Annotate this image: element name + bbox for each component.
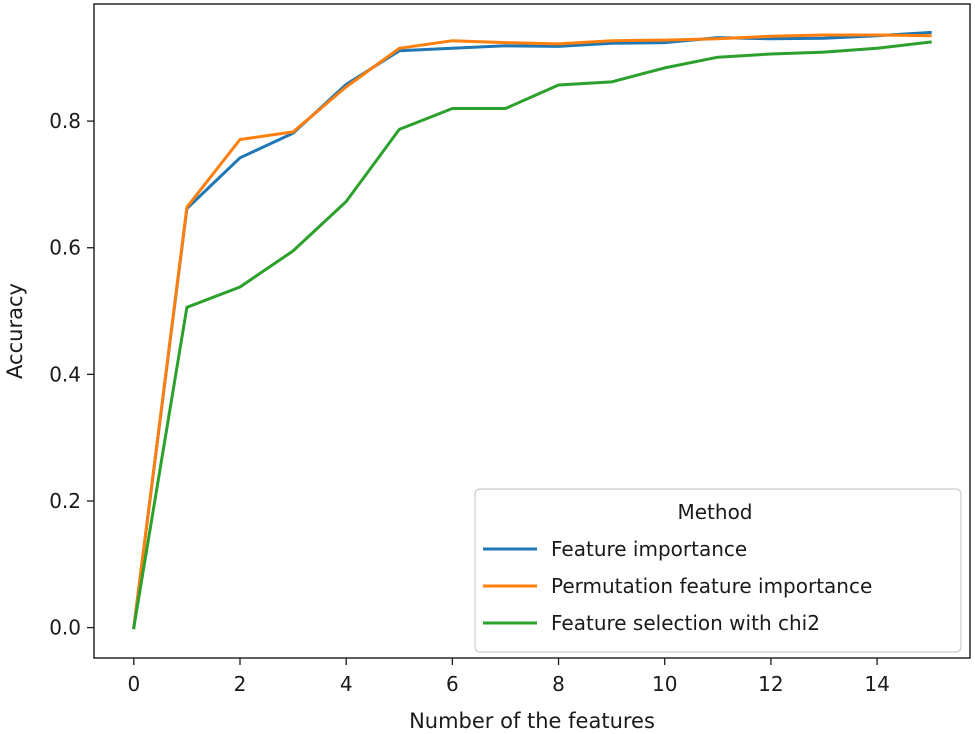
legend-label: Feature importance	[551, 537, 747, 561]
y-tick-label: 0.2	[49, 489, 81, 513]
y-tick-label: 0.4	[49, 362, 81, 386]
x-tick-label: 12	[758, 672, 783, 696]
series-line-3	[132, 40, 932, 630]
legend-label: Permutation feature importance	[551, 574, 872, 598]
plot-frame	[93, 3, 971, 659]
y-tick-label: 0.8	[49, 109, 81, 133]
legend-frame	[474, 488, 962, 653]
x-tick-label: 10	[652, 672, 677, 696]
y-axis-label: Accuracy	[3, 283, 27, 379]
legend-title: Method	[677, 500, 752, 524]
y-tick-label: 0.0	[49, 616, 81, 640]
y-axis-ticks: 0.0 0.2 0.4 0.6 0.8	[49, 109, 94, 640]
y-tick-label: 0.6	[49, 236, 81, 260]
x-tick-label: 8	[552, 672, 565, 696]
x-axis-ticks: 0 2 4 6 8 10 12 14	[127, 658, 890, 696]
x-tick-label: 2	[234, 672, 247, 696]
x-tick-label: 0	[127, 672, 140, 696]
series-line-2	[132, 33, 932, 630]
x-tick-label: 4	[340, 672, 353, 696]
series-line-1	[132, 30, 932, 630]
x-tick-label: 6	[446, 672, 459, 696]
x-axis-label: Number of the features	[409, 709, 655, 733]
legend-label: Feature selection with chi2	[551, 611, 820, 635]
series-lines	[132, 30, 932, 630]
legend: Method Feature importance Permutation fea…	[474, 488, 962, 653]
legend-items: Feature importance Permutation feature im…	[483, 537, 872, 635]
x-tick-label: 14	[864, 672, 889, 696]
